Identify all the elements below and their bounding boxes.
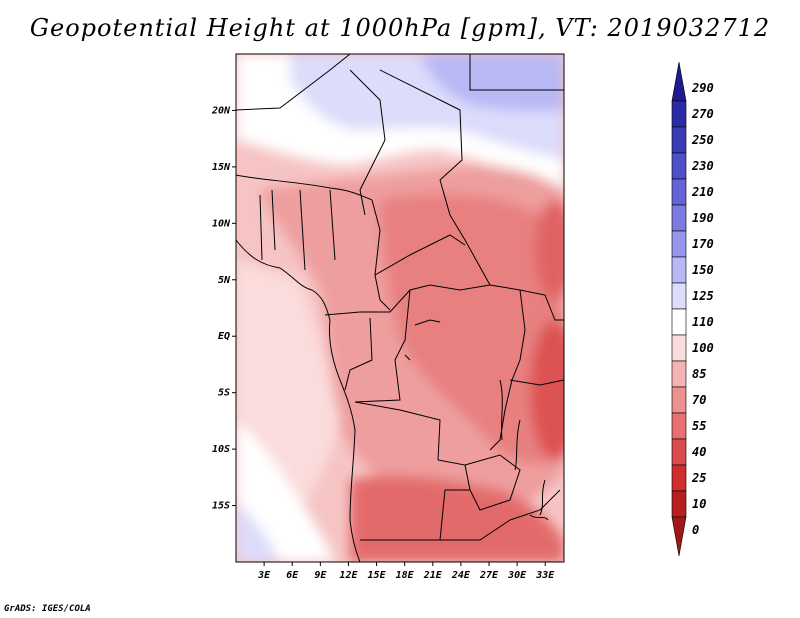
colorbar-label: 100 bbox=[692, 341, 714, 355]
colorbar-label: 230 bbox=[691, 159, 714, 173]
colorbar-label: 70 bbox=[692, 393, 706, 407]
grads-credit: GrADS: IGES/COLA bbox=[4, 604, 91, 614]
lat-label: EQ bbox=[218, 331, 230, 342]
border-north-line-3 bbox=[379, 69, 463, 181]
colorbar-label: 25 bbox=[691, 471, 706, 485]
colorbar-label: 250 bbox=[691, 133, 714, 147]
colorbar-swatch bbox=[671, 256, 687, 284]
border-south bbox=[440, 489, 561, 541]
lat-label: 20N bbox=[211, 105, 231, 116]
coastline-west bbox=[236, 239, 361, 562]
lon-label: 9E bbox=[314, 570, 327, 581]
lat-axis: 20N 15N 10N 5N EQ 5S 10S 15S bbox=[211, 105, 236, 512]
lon-axis: 3E 6E 9E 12E 15E 18E 21E 24E 27E 30E 33E bbox=[257, 562, 555, 581]
lon-label: 6E bbox=[286, 570, 299, 581]
colorbar-swatch bbox=[671, 204, 687, 232]
colorbar-swatch bbox=[671, 178, 687, 206]
colorbar-swatch bbox=[671, 230, 687, 258]
border-congo-drc bbox=[344, 289, 411, 403]
lat-label: 5S bbox=[218, 388, 230, 399]
colorbar-label: 150 bbox=[692, 263, 714, 277]
map-title: Geopotential Height at 1000hPa [gpm], VT… bbox=[29, 14, 771, 42]
colorbar-label: 40 bbox=[692, 445, 706, 459]
colorbar: 2902702502302101901701501251101008570554… bbox=[671, 61, 714, 557]
lat-label: 5N bbox=[218, 275, 231, 286]
border-west-sahel bbox=[236, 174, 373, 201]
border-north-line-1 bbox=[236, 54, 351, 111]
colorbar-label: 170 bbox=[692, 237, 714, 251]
colorbar-label: 10 bbox=[692, 497, 706, 511]
border-east-africa bbox=[509, 289, 564, 386]
river-congo bbox=[404, 319, 441, 361]
colorbar-label: 0 bbox=[692, 523, 699, 537]
colorbar-swatch bbox=[671, 412, 687, 440]
colorbar-label: 270 bbox=[691, 107, 714, 121]
colorbar-label: 125 bbox=[692, 289, 714, 303]
border-car bbox=[374, 234, 466, 276]
field-blue-southwest bbox=[236, 500, 280, 562]
lon-label: 30E bbox=[507, 570, 527, 581]
colorbar-label: 290 bbox=[691, 81, 714, 95]
colorbar-swatch bbox=[671, 100, 687, 128]
map-frame bbox=[235, 53, 565, 563]
colorbar-swatch bbox=[671, 516, 687, 557]
field-east-highlands bbox=[530, 320, 564, 460]
colorbar-label: 190 bbox=[692, 211, 714, 225]
lon-label: 24E bbox=[451, 570, 471, 581]
field-north-east-patch bbox=[535, 200, 564, 300]
lat-label: 15N bbox=[212, 162, 231, 173]
lon-label: 27E bbox=[479, 570, 499, 581]
colorbar-swatch bbox=[671, 438, 687, 466]
country-borders bbox=[236, 54, 564, 562]
colorbar-swatch bbox=[671, 360, 687, 388]
colorbar-swatch bbox=[671, 152, 687, 180]
colorbar-swatch bbox=[671, 282, 687, 310]
lat-label: 10S bbox=[212, 444, 230, 455]
lat-label: 15S bbox=[212, 501, 230, 512]
colorbar-swatch bbox=[671, 126, 687, 154]
colorbar-swatch bbox=[671, 308, 687, 336]
colorbar-label: 85 bbox=[692, 367, 706, 381]
border-west-africa-1 bbox=[259, 189, 336, 271]
lat-label: 10N bbox=[212, 218, 231, 229]
colorbar-swatch bbox=[671, 386, 687, 414]
border-chad-sudan bbox=[439, 179, 521, 291]
lon-label: 21E bbox=[423, 570, 443, 581]
border-zambia bbox=[464, 454, 521, 511]
colorbar-label: 110 bbox=[692, 315, 714, 329]
colorbar-swatch bbox=[671, 334, 687, 362]
border-north-line-4 bbox=[469, 54, 564, 91]
field-white-southwest bbox=[236, 420, 335, 562]
geopotential-field bbox=[236, 54, 564, 562]
lon-label: 18E bbox=[396, 570, 415, 581]
colorbar-swatch bbox=[671, 61, 687, 102]
border-north-line-2 bbox=[349, 69, 386, 216]
colorbar-swatch bbox=[671, 464, 687, 492]
colorbar-label: 210 bbox=[691, 185, 714, 199]
lon-label: 33E bbox=[535, 570, 555, 581]
lon-label: 3E bbox=[257, 570, 271, 581]
lake-outlines bbox=[499, 379, 549, 521]
lon-label: 15E bbox=[368, 570, 387, 581]
colorbar-swatch bbox=[671, 490, 687, 518]
field-blue-north bbox=[420, 54, 564, 111]
field-dark-interior bbox=[380, 194, 564, 464]
colorbar-label: 55 bbox=[692, 419, 706, 433]
lon-label: 12E bbox=[339, 570, 358, 581]
